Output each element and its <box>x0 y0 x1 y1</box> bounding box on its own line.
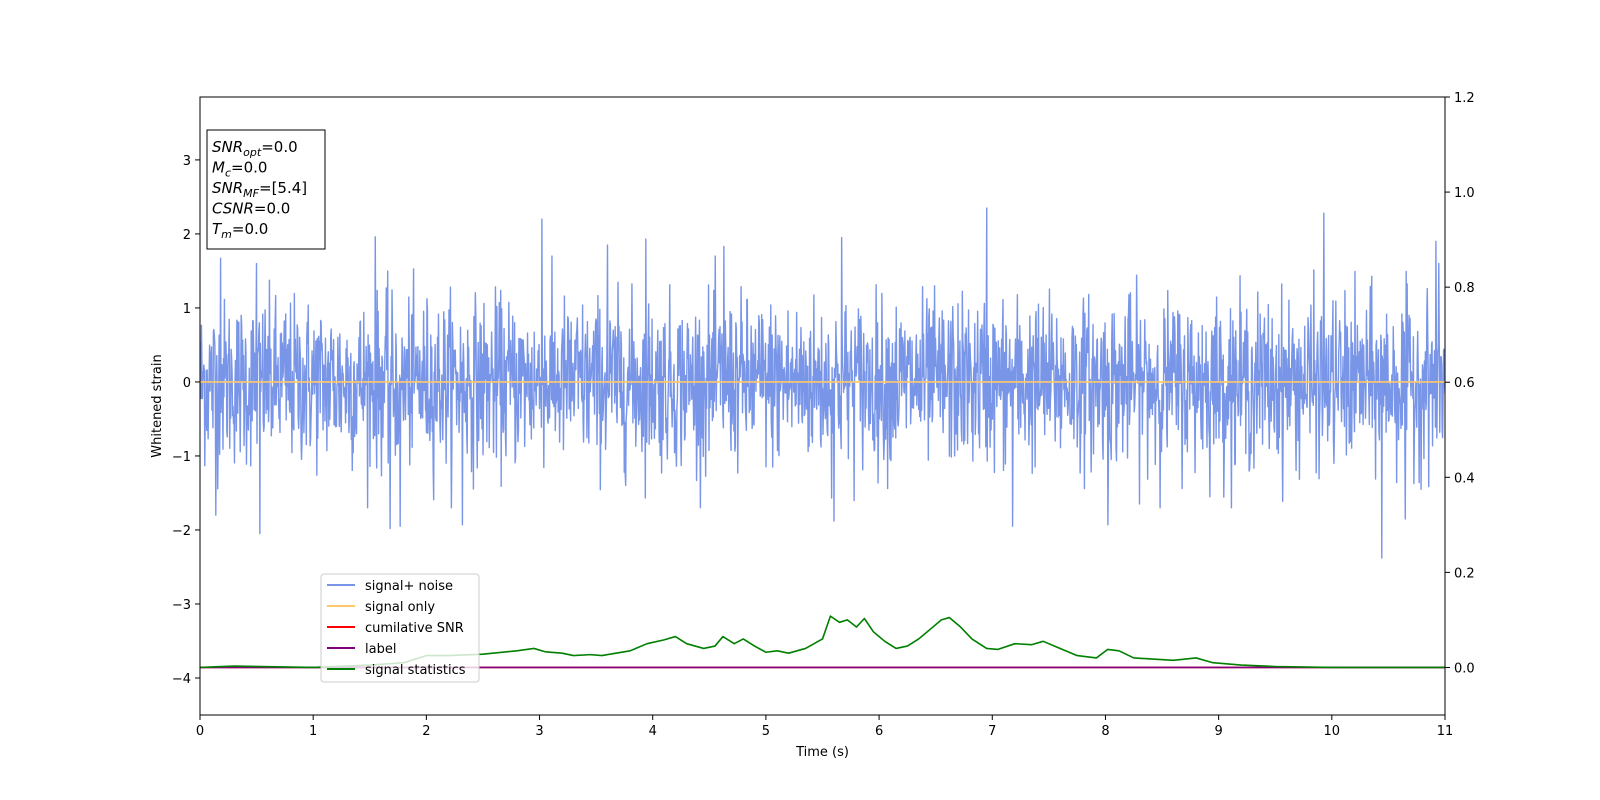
legend-label: label <box>365 642 396 657</box>
x-axis-label: Time (s) <box>795 745 849 760</box>
y2-tick-label: 0.0 <box>1454 661 1475 676</box>
legend-label: cumilative SNR <box>365 621 464 636</box>
y-tick-label: 3 <box>183 154 191 169</box>
y2-tick-label: 0.2 <box>1454 566 1475 581</box>
series-line-signal-statistics <box>200 615 1445 669</box>
y-tick-label: −2 <box>172 524 191 539</box>
x-tick-label: 6 <box>875 724 883 739</box>
x-tick-label: 2 <box>422 724 430 739</box>
legend-frame <box>320 573 480 683</box>
series-line-signal-noise <box>200 207 1445 559</box>
y-tick-label: 1 <box>183 302 191 317</box>
y2-tick-label: 1.0 <box>1454 186 1475 201</box>
y-tick-label: −1 <box>172 450 191 465</box>
y-tick-label: −4 <box>172 672 191 687</box>
axes: 0 1 2 3 4 5 6 7 8 9 10 11 −4 −3 −2 −1 0 1 2 3 0.0 0.2 0.4 0.6 0.… <box>172 91 1475 739</box>
legend: signal+ noise signal only cumilative SNR la… <box>320 573 480 683</box>
info-box-frame <box>206 129 326 250</box>
x-tick-label: 1 <box>309 724 317 739</box>
x-tick-label: 10 <box>1324 724 1341 739</box>
legend-label: signal statistics <box>365 663 466 678</box>
info-box-line: SNRMF=[5.4] <box>212 179 307 200</box>
info-box-line: SNRopt=0.0 <box>212 138 298 159</box>
info-box-line: Mc=0.0 <box>212 159 267 180</box>
info-box-line: Tm=0.0 <box>212 220 268 241</box>
y-tick-label: 0 <box>183 376 191 391</box>
x-tick-label: 4 <box>649 724 657 739</box>
y-tick-label: −3 <box>172 598 191 613</box>
x-tick-label: 9 <box>1214 724 1222 739</box>
info-box-line: CSNR=0.0 <box>212 200 290 218</box>
x-tick-label: 11 <box>1437 724 1454 739</box>
x-tick-label: 0 <box>196 724 204 739</box>
x-tick-label: 8 <box>1101 724 1109 739</box>
legend-label: signal only <box>365 600 435 615</box>
x-tick-label: 7 <box>988 724 996 739</box>
y2-tick-label: 0.6 <box>1454 376 1475 391</box>
y2-tick-label: 1.2 <box>1454 91 1475 106</box>
y2-tick-label: 0.8 <box>1454 281 1475 296</box>
plot-frame <box>199 96 1446 716</box>
x-tick-label: 5 <box>762 724 770 739</box>
y-tick-label: 2 <box>183 228 191 243</box>
y2-tick-label: 0.4 <box>1454 471 1475 486</box>
legend-label: signal+ noise <box>365 579 453 594</box>
x-tick-label: 3 <box>535 724 543 739</box>
y-axis-label: Whitened strain <box>150 354 165 457</box>
